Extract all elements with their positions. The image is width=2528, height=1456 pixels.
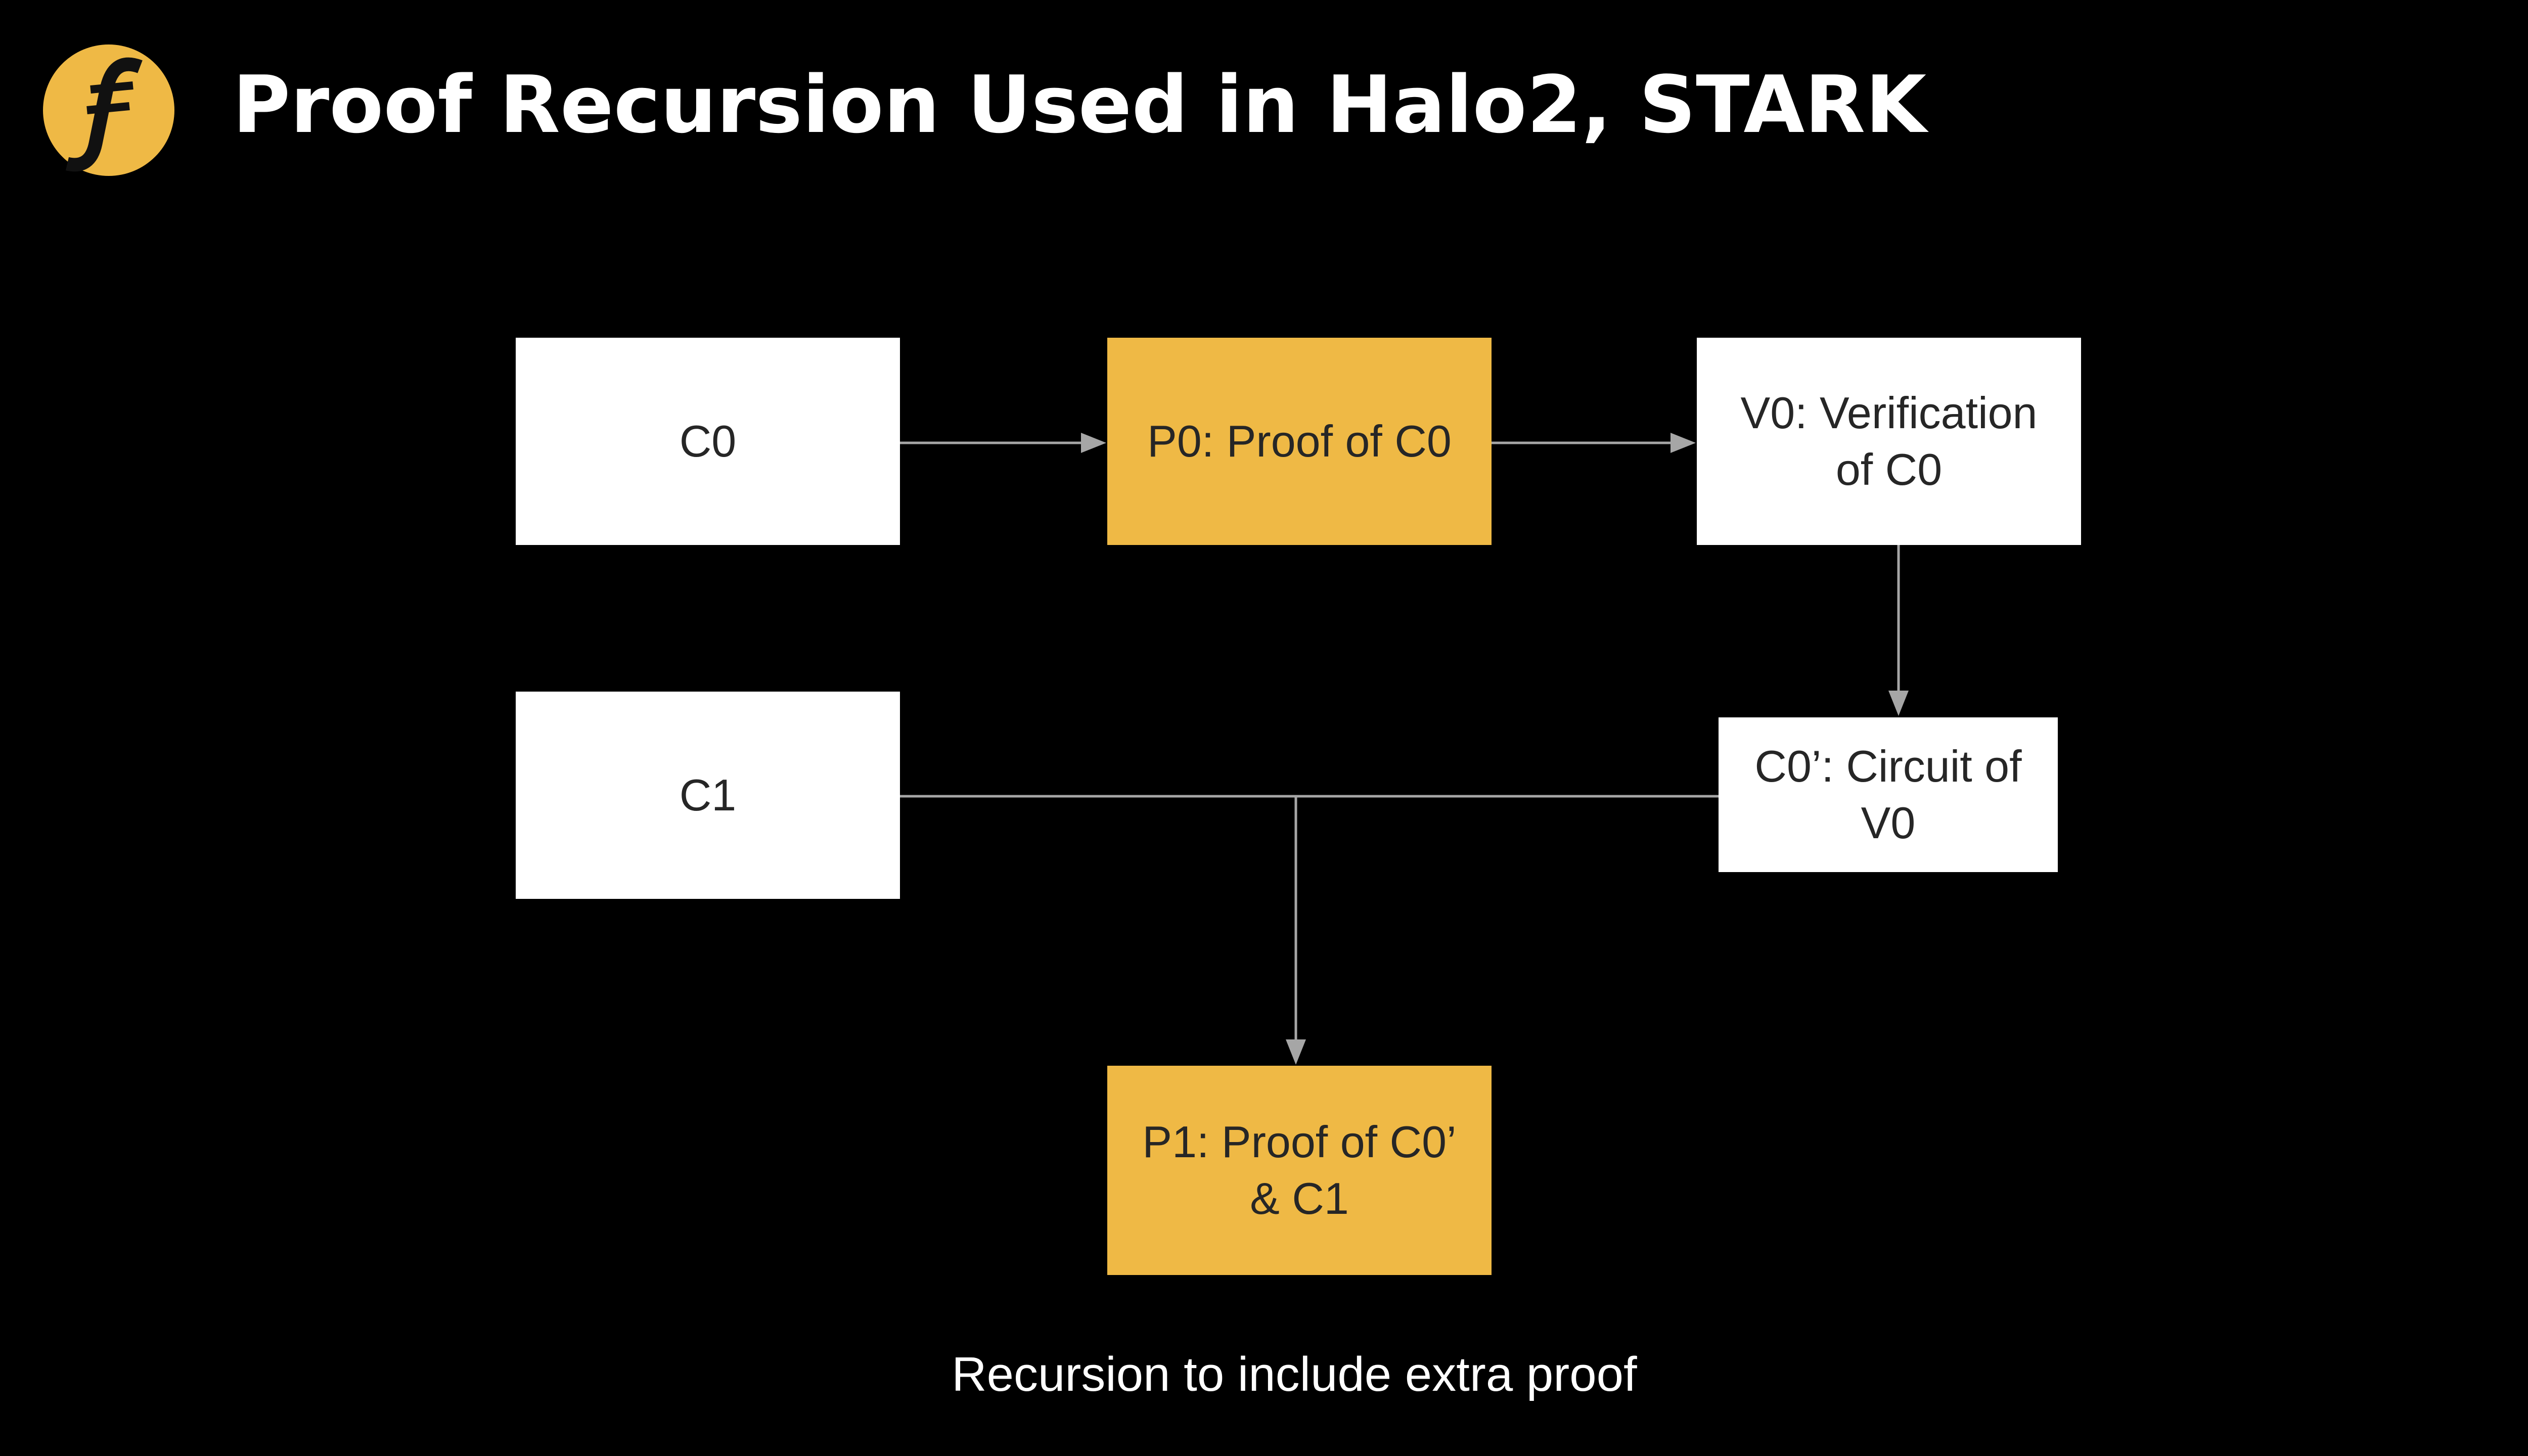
node-p0: P0: Proof of C0 bbox=[1107, 338, 1492, 545]
node-c1: C1 bbox=[516, 692, 900, 899]
node-p0-label: P0: Proof of C0 bbox=[1147, 416, 1452, 467]
slide-caption: Recursion to include extra proof bbox=[952, 1347, 1637, 1401]
filecoin-logo-svg bbox=[43, 44, 174, 176]
edge-p0-v0 bbox=[1492, 433, 1696, 453]
edge-v0-c0p bbox=[1888, 545, 1909, 716]
node-c0-label: C0 bbox=[679, 416, 737, 467]
slide-title: Proof Recursion Used in Halo2, STARK bbox=[233, 59, 1927, 151]
node-p1-label: P1: Proof of C0’ & C1 bbox=[1142, 1117, 1457, 1223]
node-c0-prime: C0’: Circuit of V0 bbox=[1719, 717, 2058, 872]
filecoin-logo-icon bbox=[43, 44, 174, 176]
node-c0: C0 bbox=[516, 338, 900, 545]
edge-junction-p1 bbox=[1286, 796, 1306, 1065]
node-v0: V0: Verification of C0 bbox=[1697, 338, 2081, 545]
node-v0-label: V0: Verification of C0 bbox=[1740, 388, 2038, 494]
node-c0-prime-label: C0’: Circuit of V0 bbox=[1754, 741, 2022, 848]
node-p1: P1: Proof of C0’ & C1 bbox=[1107, 1066, 1492, 1275]
node-c1-label: C1 bbox=[679, 770, 737, 821]
edge-c0-p0 bbox=[900, 433, 1106, 453]
